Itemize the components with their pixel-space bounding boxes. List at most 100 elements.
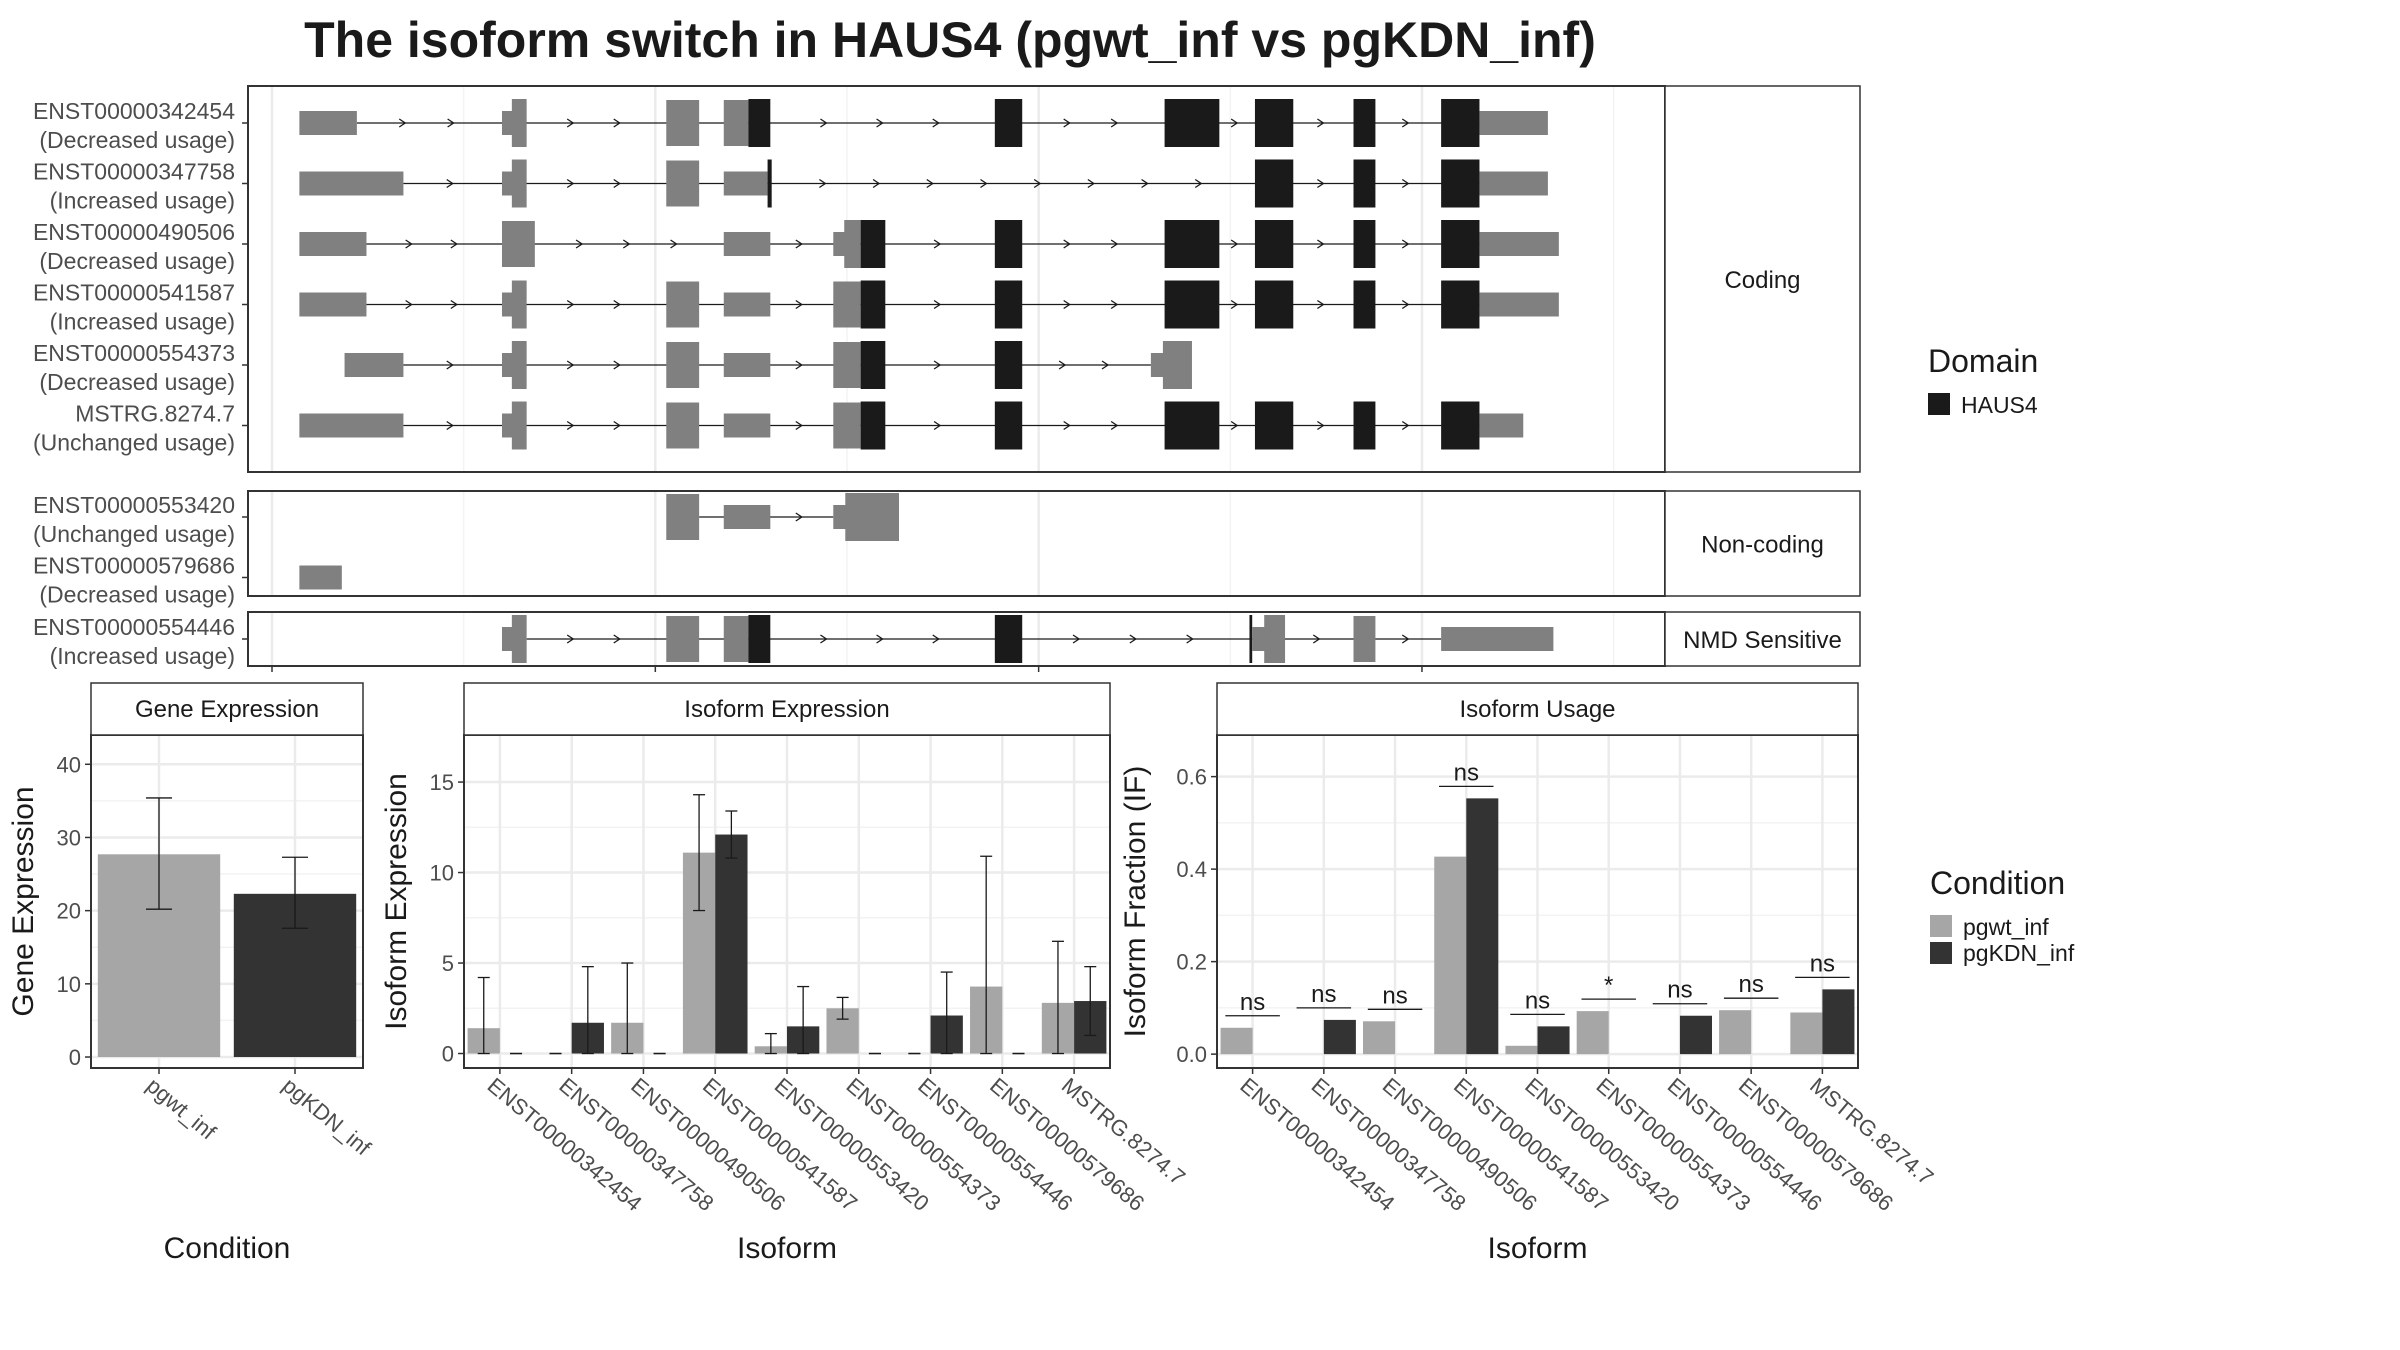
intron-arrow xyxy=(1317,299,1325,310)
intron-arrow xyxy=(450,299,458,310)
y-axis-title: Gene Expression xyxy=(7,786,40,1016)
significance-label: ns xyxy=(1240,989,1265,1016)
intron-arrow xyxy=(1317,118,1325,128)
bar-pgwt_inf xyxy=(1220,1027,1253,1055)
intron-arrow xyxy=(566,360,575,370)
intron-arrow xyxy=(1401,239,1410,249)
expression-plots: 0 10 20 30 40 pgwt_inf pgKDN_inf Gene Expressio… xyxy=(7,682,1938,1265)
isoform-usage-label: (Decreased usage) xyxy=(39,248,235,274)
exon-block xyxy=(501,280,527,329)
condition-legend-label-pgwt: pgwt_inf xyxy=(1963,914,2049,940)
domain-block xyxy=(1164,280,1220,329)
intron-arrow xyxy=(1194,178,1203,189)
x-tick-label: MSTRG.8274.7 xyxy=(1805,1073,1938,1190)
exon-block xyxy=(1479,232,1559,256)
intron-arrow xyxy=(1110,299,1119,310)
isoform-usage-label: (Unchanged usage) xyxy=(33,521,235,547)
bar-pgwt_inf xyxy=(1505,1045,1538,1055)
intron-arrow xyxy=(819,178,827,189)
domain-block xyxy=(860,280,886,329)
intron-arrow xyxy=(872,178,881,189)
intron-arrow xyxy=(566,118,575,128)
intron-arrow xyxy=(795,239,803,249)
exon-block xyxy=(299,292,367,317)
significance-label: ns xyxy=(1525,987,1550,1014)
intron-arrow xyxy=(566,178,575,189)
intron-arrow xyxy=(1401,178,1410,189)
intron-arrow xyxy=(405,239,413,249)
significance-label: ns xyxy=(1382,982,1407,1009)
exon-block xyxy=(833,402,861,449)
plot-strip-title: Isoform Expression xyxy=(684,696,889,723)
intron-arrow xyxy=(1087,178,1096,189)
intron-arrow xyxy=(1230,239,1239,249)
intron-arrow xyxy=(446,178,454,189)
domain-block xyxy=(1353,159,1376,208)
bar-pgwt_inf xyxy=(1363,1021,1396,1055)
intron-arrow xyxy=(398,118,407,128)
intron-arrow xyxy=(1401,634,1410,644)
domain-block xyxy=(994,280,1023,329)
exon-block xyxy=(501,221,535,267)
isoform-usage-label: (Unchanged usage) xyxy=(33,430,235,456)
isoform-id-label: ENST00000553420 xyxy=(33,492,235,518)
intron-arrow xyxy=(1401,118,1410,128)
bar-pgKDN_inf xyxy=(1822,989,1855,1055)
intron-arrow xyxy=(622,239,631,249)
y-tick-label: 0.0 xyxy=(1176,1042,1207,1067)
significance-label: ns xyxy=(1738,971,1763,998)
intron-arrow xyxy=(1033,178,1042,189)
domain-legend-swatch xyxy=(1928,393,1950,415)
intron-arrow xyxy=(446,360,454,370)
intron-arrow xyxy=(1110,118,1119,128)
domain-block xyxy=(1254,280,1294,329)
plot-isoform-expression: 051015ENST00000342454ENST00000347758ENST… xyxy=(380,682,1190,1265)
exon-block xyxy=(1150,341,1192,389)
intron-arrow xyxy=(876,118,884,128)
isoform-usage-label: (Increased usage) xyxy=(50,188,235,214)
isoform-usage-label: (Increased usage) xyxy=(50,309,235,335)
isoform-id-label: ENST00000490506 xyxy=(33,219,235,245)
exon-block xyxy=(723,505,771,529)
isoform-row: ENST00000490506 (Decreased usage) xyxy=(33,219,1559,274)
domain-block xyxy=(748,99,771,147)
y-tick-label: 5 xyxy=(442,951,454,976)
domain-block xyxy=(1254,99,1294,147)
isoform-usage-label: (Increased usage) xyxy=(50,643,235,669)
plot-strip xyxy=(90,682,364,736)
significance-label: ns xyxy=(1311,981,1336,1008)
domain-block xyxy=(1441,99,1480,147)
exon-block xyxy=(723,292,771,317)
structure-strip-label: Coding xyxy=(1724,267,1800,294)
intron-arrow xyxy=(933,420,942,431)
isoform-usage-label: (Decreased usage) xyxy=(39,127,235,153)
intron-arrow xyxy=(566,420,575,431)
domain-block xyxy=(748,615,771,663)
structure-section-nmd-sensitive: ENST00000554446 (Increased usage) NMD Sens… xyxy=(33,611,1861,669)
domain-legend: Domain HAUS4 xyxy=(1928,343,2038,418)
y-tick-label: 15 xyxy=(430,770,454,795)
intron-arrow xyxy=(1063,118,1071,128)
intron-arrow xyxy=(1063,299,1071,310)
intron-arrow xyxy=(933,360,942,370)
structure-strip-label: NMD Sensitive xyxy=(1683,627,1842,654)
exon-block xyxy=(723,616,749,662)
x-axis-title: Condition xyxy=(164,1232,291,1265)
intron-arrow xyxy=(795,360,803,370)
exon-block xyxy=(723,413,771,438)
bar-pgwt_inf xyxy=(1790,1012,1823,1055)
intron-arrow xyxy=(820,634,828,644)
isoform-usage-label: (Decreased usage) xyxy=(39,582,235,608)
intron-arrow xyxy=(1186,634,1194,644)
isoform-usage-label: (Decreased usage) xyxy=(39,369,235,395)
intron-arrow xyxy=(613,420,621,431)
intron-arrow xyxy=(795,299,803,310)
intron-arrow xyxy=(795,420,803,431)
domain-legend-title: Domain xyxy=(1928,343,2038,379)
intron-arrow xyxy=(566,299,575,310)
plot-gene-expression: 0 10 20 30 40 pgwt_inf pgKDN_inf Gene Expressio… xyxy=(7,682,376,1265)
isoform-id-label: ENST00000579686 xyxy=(33,553,235,579)
intron-arrow xyxy=(447,118,455,128)
bar-pgwt_inf xyxy=(1719,1010,1752,1055)
intron-arrow xyxy=(1110,420,1119,431)
